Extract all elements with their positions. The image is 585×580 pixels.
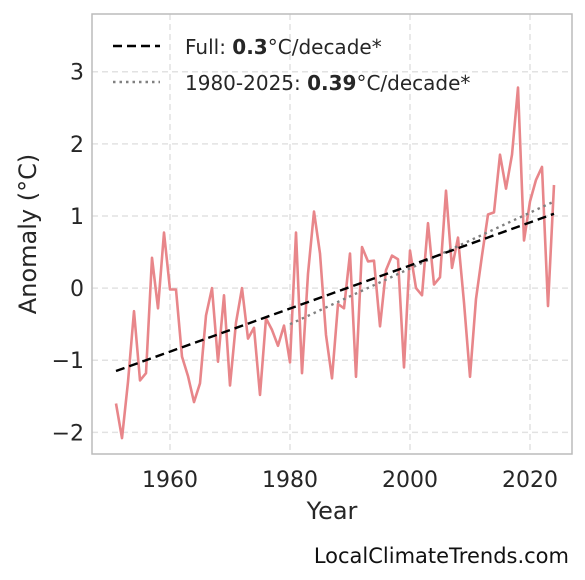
legend-entry-label: Full: 0.3°C/decade*	[185, 35, 382, 59]
y-tick-label: 3	[70, 61, 84, 86]
x-tick-label: 2020	[502, 468, 558, 493]
recent-trend-line	[289, 200, 555, 326]
y-tick-label: −2	[52, 421, 84, 446]
x-axis-ticks: 1960 1980 2000 2020	[142, 468, 558, 493]
x-axis-label: Year	[306, 497, 358, 525]
data-series	[114, 86, 556, 440]
y-tick-label: 2	[70, 133, 84, 158]
y-tick-label: 0	[70, 277, 84, 302]
y-tick-label: −1	[52, 349, 84, 374]
anomaly-series-line	[114, 86, 556, 440]
plot-frame	[91, 13, 573, 455]
x-tick-label: 1960	[142, 468, 198, 493]
x-tick-label: 2000	[382, 468, 438, 493]
full-trend-line	[115, 212, 555, 373]
x-tick-label: 1980	[262, 468, 318, 493]
legend-entry-label: 1980-2025: 0.39°C/decade*	[185, 71, 470, 95]
watermark-text: LocalClimateTrends.com	[313, 544, 569, 568]
legend: Full: 0.3°C/decade* 1980-2025: 0.39°C/dec…	[113, 35, 470, 95]
y-tick-label: 1	[70, 205, 84, 230]
grid-lines	[92, 14, 572, 454]
y-axis-label: Anomaly (°C)	[14, 154, 42, 314]
y-axis-ticks: −2 −1 0 1 2 3	[52, 61, 84, 447]
